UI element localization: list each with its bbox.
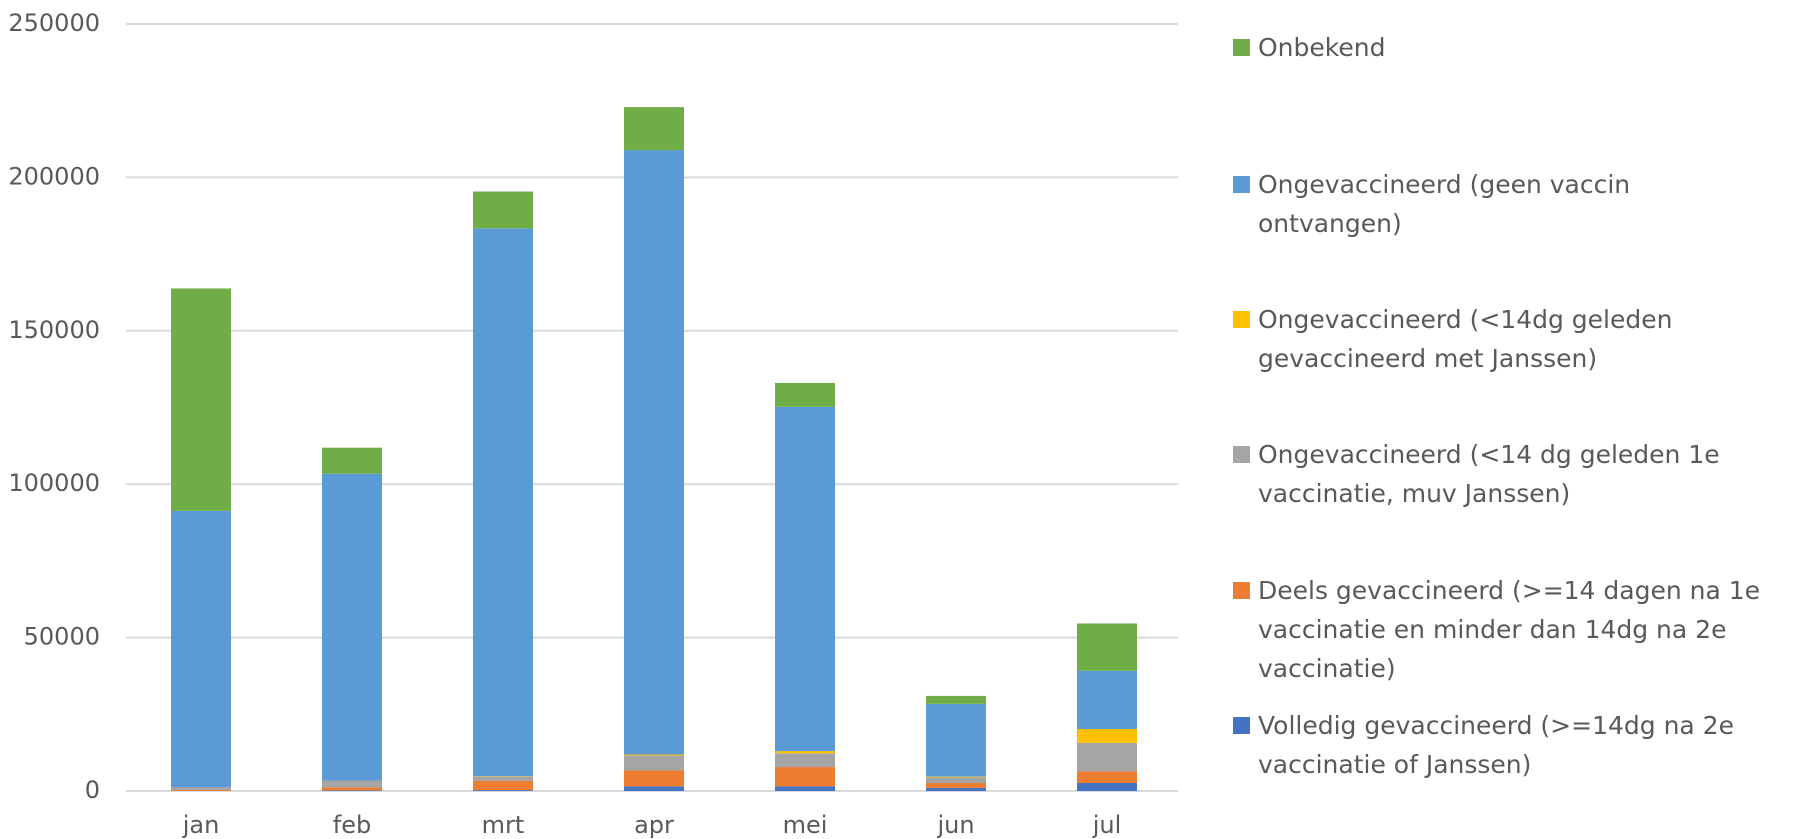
bar-segment xyxy=(1077,670,1137,730)
chart: 0 50000 100000 150000 200000 250000 jan feb mrt a… xyxy=(8,9,1178,839)
legend-swatch xyxy=(1233,717,1250,734)
bar-segment xyxy=(775,767,835,787)
bar-segment xyxy=(473,790,533,791)
legend-swatch xyxy=(1233,39,1250,56)
bar-segment xyxy=(322,780,382,788)
legend-label: Ongevaccineerd (<14 dg geleden 1e vaccin… xyxy=(1258,440,1720,508)
legend-label: Ongevaccineerd (<14dg geleden gevaccinee… xyxy=(1258,305,1673,373)
bar-segment xyxy=(926,695,986,704)
bar-segment xyxy=(624,107,684,151)
bar-segment xyxy=(775,751,835,754)
bar-segment xyxy=(624,150,684,755)
bar-segment xyxy=(926,703,986,777)
bar-segment xyxy=(473,191,533,229)
x-tick-label: apr xyxy=(634,811,674,839)
bar-segment xyxy=(473,228,533,776)
y-tick-label: 150000 xyxy=(8,316,100,344)
bar-segment xyxy=(624,754,684,756)
bar-segment xyxy=(322,787,382,791)
bar-segment xyxy=(1077,783,1137,791)
bar-segment xyxy=(1077,729,1137,743)
y-tick-label: 50000 xyxy=(24,623,100,651)
bar-segment xyxy=(775,786,835,791)
bar-segment xyxy=(775,753,835,768)
legend-label: Deels gevaccineerd (>=14 dagen na 1e vac… xyxy=(1258,576,1761,683)
bar-segment xyxy=(624,770,684,787)
bar-segment xyxy=(171,787,231,791)
x-tick-label: mrt xyxy=(482,811,525,839)
bar-segment xyxy=(473,776,533,781)
legend-swatch xyxy=(1233,176,1250,193)
legend-label: Volledig gevaccineerd (>=14dg na 2e vacc… xyxy=(1258,711,1734,779)
x-tick-label: mei xyxy=(783,811,828,839)
y-tick-label: 200000 xyxy=(8,162,100,190)
bar-segment xyxy=(775,406,835,752)
y-tick-label: 100000 xyxy=(8,469,100,497)
legend-label: Onbekend xyxy=(1258,33,1386,62)
bar-segment xyxy=(171,790,231,791)
bar-segment xyxy=(171,288,231,511)
y-tick-label: 250000 xyxy=(8,9,100,37)
x-tick-label: jan xyxy=(182,811,220,839)
bar-segment xyxy=(926,777,986,784)
legend-swatch xyxy=(1233,446,1250,463)
bar-segment xyxy=(171,510,231,788)
legend-swatch xyxy=(1233,582,1250,599)
legend-item: Ongevaccineerd (<14dg geleden gevaccinee… xyxy=(1233,300,1778,378)
x-tick-label: feb xyxy=(333,811,371,839)
legend-swatch xyxy=(1233,311,1250,328)
legend-item: Ongevaccineerd (geen vaccin ontvangen) xyxy=(1233,165,1778,243)
bar-segment xyxy=(926,776,986,778)
x-tick-label: jul xyxy=(1092,811,1122,839)
bar-segment xyxy=(322,447,382,474)
bar-segment xyxy=(624,755,684,771)
legend-label: Ongevaccineerd (geen vaccin ontvangen) xyxy=(1258,170,1631,238)
bar-segment xyxy=(926,787,986,791)
bar-segment xyxy=(775,382,835,407)
y-tick-label: 0 xyxy=(85,776,100,804)
bar-segment xyxy=(322,790,382,791)
bar-segment xyxy=(926,783,986,788)
bar-segment xyxy=(473,780,533,791)
bar-segment xyxy=(1077,771,1137,784)
bar-segment xyxy=(624,786,684,791)
bar-segment xyxy=(322,473,382,781)
x-tick-label: jun xyxy=(936,811,974,839)
legend-item: Volledig gevaccineerd (>=14dg na 2e vacc… xyxy=(1233,706,1778,784)
legend-item: Onbekend xyxy=(1233,28,1778,67)
legend-item: Deels gevaccineerd (>=14 dagen na 1e vac… xyxy=(1233,571,1778,688)
bar-segment xyxy=(1077,742,1137,772)
bar-segment xyxy=(1077,623,1137,671)
legend-item: Ongevaccineerd (<14 dg geleden 1e vaccin… xyxy=(1233,435,1778,513)
